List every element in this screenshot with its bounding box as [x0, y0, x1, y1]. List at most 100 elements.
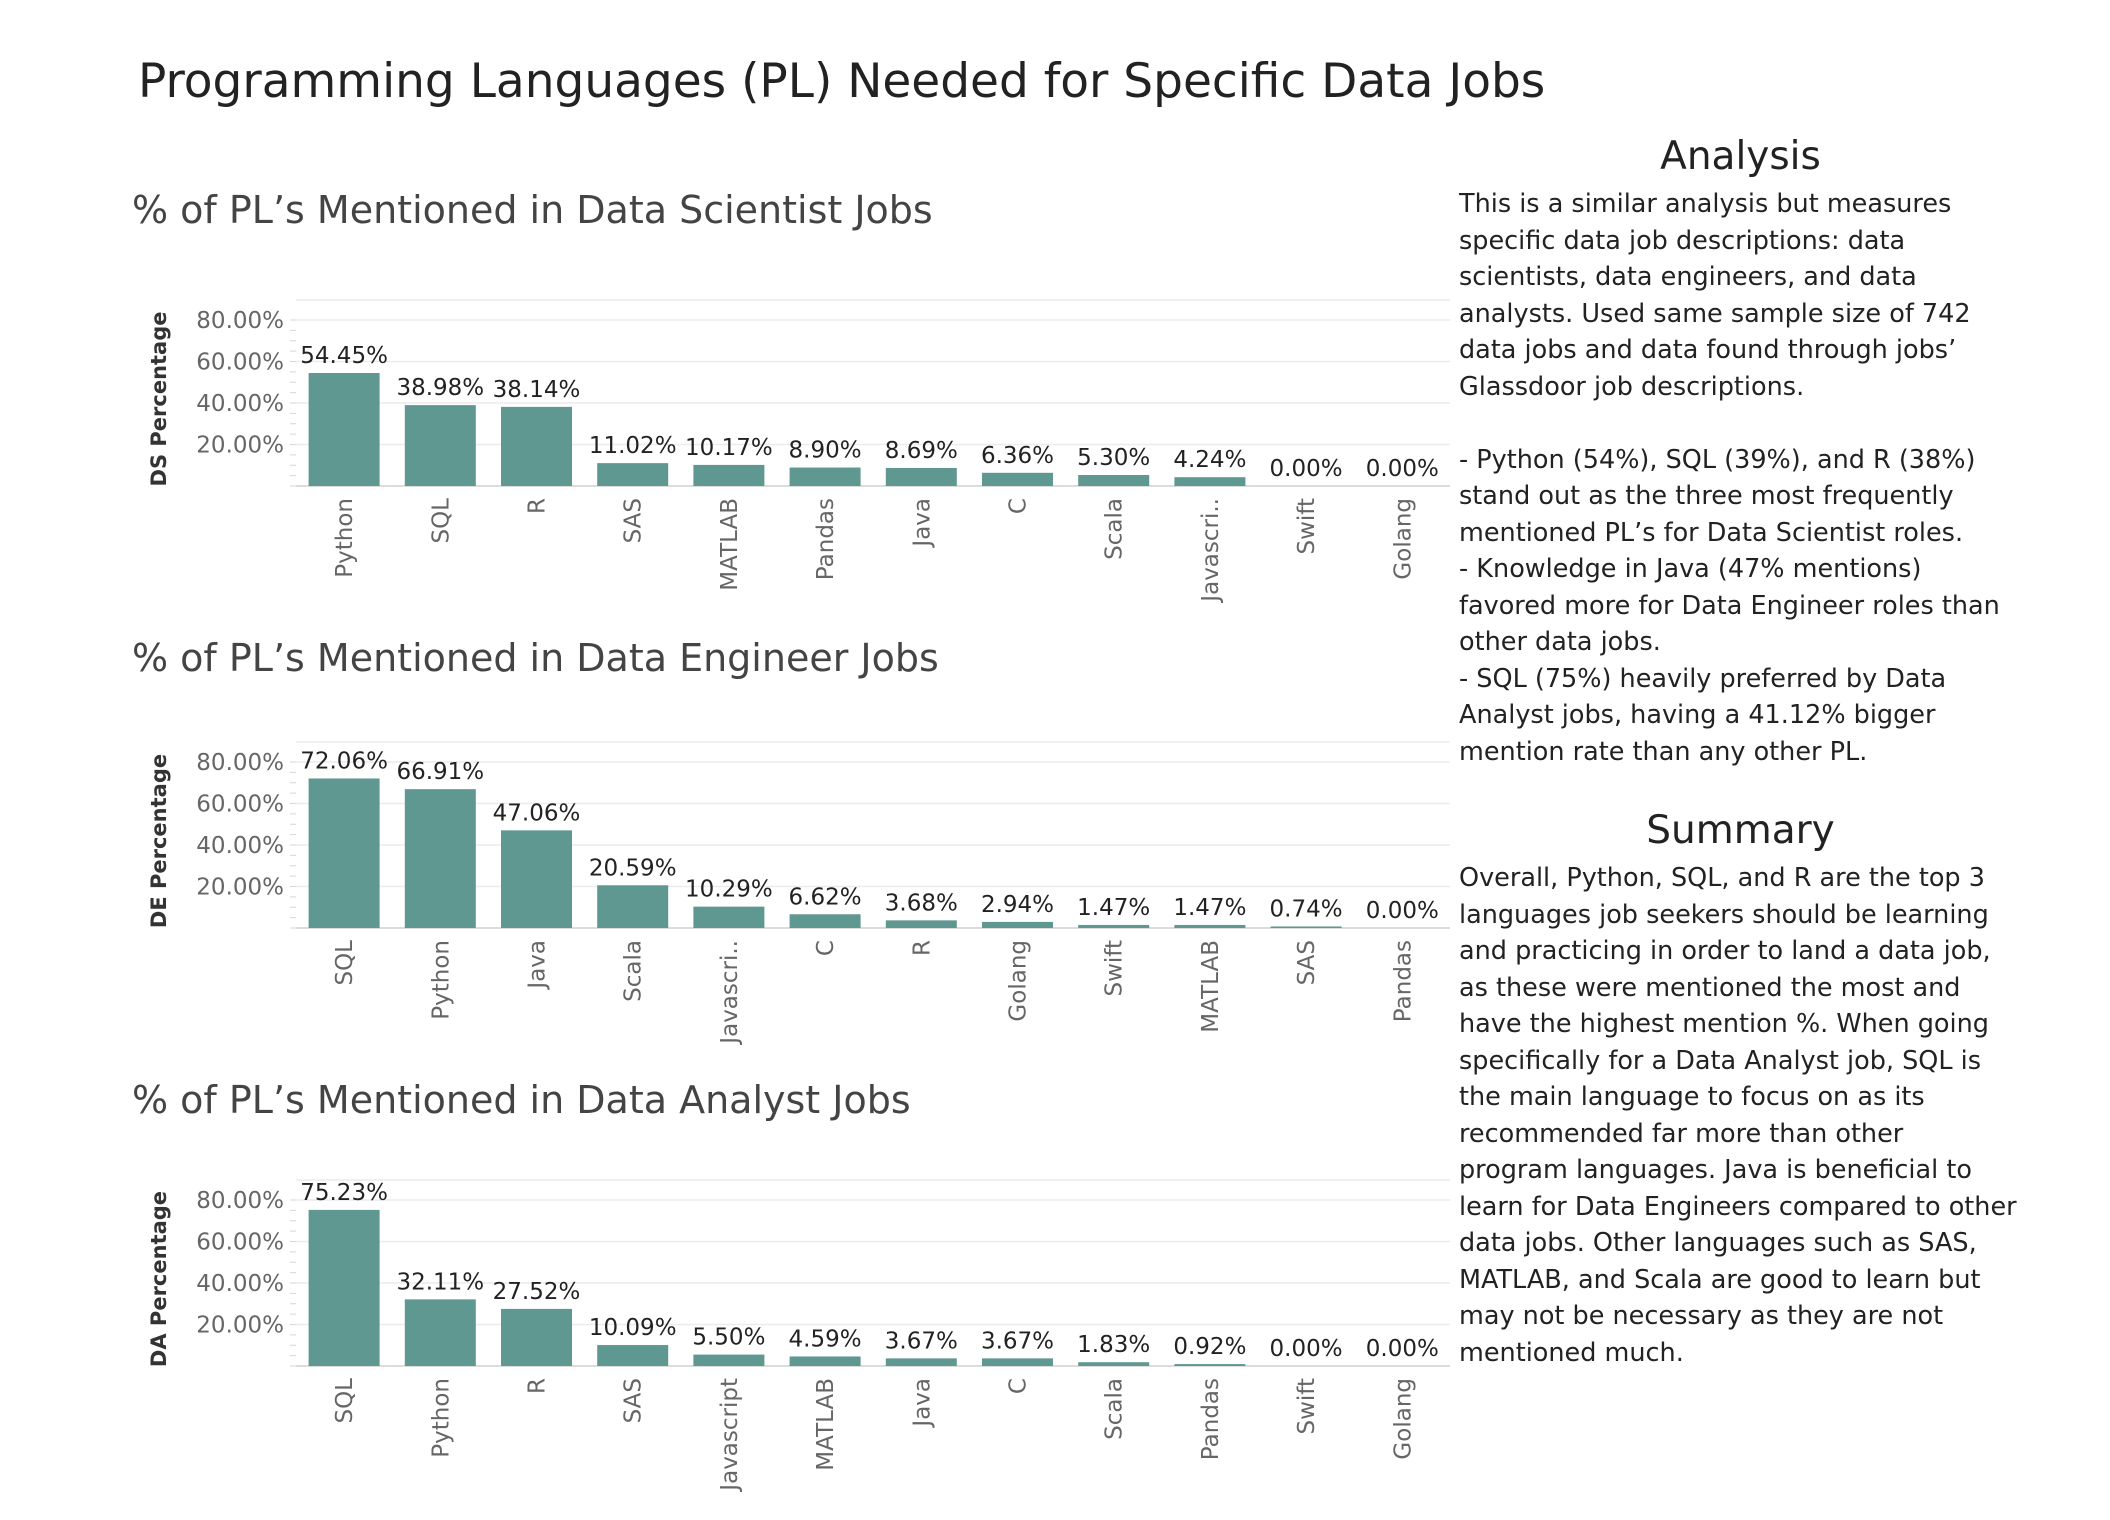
- bar: [693, 1354, 765, 1366]
- x-tick-label: Javascri..: [1198, 498, 1224, 604]
- x-tick-label: SQL: [332, 940, 358, 986]
- x-tick-label: SAS: [621, 498, 647, 543]
- page-title: Programming Languages (PL) Needed for Sp…: [138, 54, 1546, 109]
- bar: [404, 789, 476, 928]
- bar: [982, 1358, 1053, 1366]
- x-tick-label: C: [1006, 498, 1032, 514]
- y-tick-label: 60.00%: [196, 350, 284, 376]
- bar: [501, 1308, 572, 1366]
- chart-title-data-analyst: % of PL’s Mentioned in Data Analyst Jobs: [132, 1078, 911, 1122]
- data-label: 66.91%: [396, 759, 484, 785]
- summary-body: Overall, Python, SQL, and R are the top …: [1459, 863, 2017, 1368]
- bar: [1078, 924, 1150, 928]
- data-label: 0.00%: [1366, 898, 1439, 924]
- data-label: 4.24%: [1173, 447, 1246, 473]
- x-tick-label: Swift: [1294, 1378, 1320, 1435]
- y-tick-label: 40.00%: [196, 391, 284, 417]
- bar: [597, 463, 669, 486]
- bar: [404, 405, 476, 486]
- x-tick-label: Swift: [1294, 498, 1320, 555]
- x-tick-label: MATLAB: [1198, 940, 1224, 1033]
- data-label: 38.14%: [493, 377, 581, 403]
- x-tick-label: SQL: [428, 498, 454, 544]
- x-tick-label: R: [525, 1378, 551, 1394]
- bar: [1078, 475, 1150, 486]
- chart-title-data-scientist: % of PL’s Mentioned in Data Scientist Jo…: [132, 188, 933, 232]
- analysis-point: - Python (54%), SQL (39%), and R (38%) s…: [1459, 444, 1976, 548]
- analysis-text: This is a similar analysis but measures …: [1459, 186, 2019, 770]
- data-label: 1.47%: [1077, 895, 1150, 921]
- data-label: 1.47%: [1173, 895, 1246, 921]
- bar: [693, 906, 765, 928]
- data-label: 32.11%: [396, 1269, 484, 1295]
- bar: [693, 464, 765, 486]
- data-label: 0.00%: [1366, 456, 1439, 482]
- data-label: 20.59%: [589, 855, 677, 881]
- data-label: 8.90%: [789, 438, 862, 464]
- bar: [404, 1299, 476, 1366]
- chart-data-analyst: 20.00% 40.00% 60.00% 80.00% DA Percentage 75.…: [147, 1179, 1450, 1493]
- summary-heading: Summary: [1646, 808, 1835, 853]
- data-label: 4.59%: [789, 1326, 862, 1352]
- bar: [1174, 477, 1246, 486]
- y-tick-label: 60.00%: [196, 792, 284, 818]
- bar: [308, 778, 380, 928]
- data-label: 1.83%: [1077, 1332, 1150, 1358]
- bar: [1174, 1364, 1246, 1366]
- x-tick-label: Javascript: [717, 1378, 743, 1493]
- x-tick-label: Pandas: [813, 498, 839, 580]
- x-tick-label: MATLAB: [813, 1378, 839, 1471]
- data-label: 54.45%: [300, 343, 388, 369]
- summary-text: Overall, Python, SQL, and R are the top …: [1459, 860, 2019, 1371]
- data-label: 3.68%: [885, 890, 958, 916]
- bar: [885, 1358, 957, 1366]
- x-tick-label: Swift: [1102, 940, 1128, 997]
- bar: [1078, 1362, 1150, 1366]
- data-label: 0.74%: [1270, 896, 1343, 922]
- bar: [1174, 924, 1246, 928]
- x-tick-label: Golang: [1006, 940, 1032, 1022]
- x-tick-label: Scala: [1102, 498, 1128, 560]
- bar: [501, 406, 572, 486]
- y-axis-title: DE Percentage: [147, 754, 171, 928]
- analysis-heading: Analysis: [1660, 134, 1821, 179]
- bar: [789, 1356, 861, 1366]
- data-label: 75.23%: [300, 1180, 388, 1206]
- analysis-point: - Knowledge in Java (47% mentions) favor…: [1459, 554, 2000, 657]
- x-tick-label: C: [813, 940, 839, 956]
- chart-data-scientist: 20.00% 40.00% 60.00% 80.00% DS Percentage 54.…: [147, 299, 1450, 604]
- x-tick-label: Python: [428, 1378, 454, 1458]
- data-label: 6.36%: [981, 443, 1054, 469]
- x-tick-label: Python: [428, 940, 454, 1020]
- x-tick-label: SAS: [621, 1378, 647, 1423]
- bar: [1270, 926, 1342, 928]
- data-label: 38.98%: [396, 375, 484, 401]
- x-tick-label: Java: [525, 940, 551, 991]
- x-tick-label: Scala: [621, 940, 647, 1002]
- x-tick-label: Scala: [1102, 1378, 1128, 1440]
- chart-title-data-engineer: % of PL’s Mentioned in Data Engineer Job…: [132, 636, 939, 680]
- data-label: 5.30%: [1077, 445, 1150, 471]
- data-label: 47.06%: [493, 800, 581, 826]
- y-tick-label: 60.00%: [196, 1230, 284, 1256]
- x-tick-label: Golang: [1390, 1378, 1416, 1460]
- data-label: 3.67%: [981, 1328, 1054, 1354]
- y-tick-label: 80.00%: [196, 1188, 284, 1214]
- data-label: 72.06%: [300, 748, 388, 774]
- data-label: 0.00%: [1270, 456, 1343, 482]
- bar: [885, 467, 957, 486]
- x-tick-label: SQL: [332, 1378, 358, 1424]
- data-label: 27.52%: [493, 1279, 581, 1305]
- x-tick-label: Pandas: [1390, 940, 1416, 1022]
- bar: [789, 467, 861, 486]
- x-tick-label: SAS: [1294, 940, 1320, 985]
- y-tick-label: 20.00%: [196, 1313, 284, 1339]
- x-tick-label: Python: [332, 498, 358, 578]
- bar: [982, 472, 1053, 486]
- bar: [308, 373, 380, 486]
- bar: [885, 920, 957, 928]
- data-label: 0.00%: [1366, 1336, 1439, 1362]
- y-tick-label: 40.00%: [196, 833, 284, 859]
- data-label: 2.94%: [981, 892, 1054, 918]
- y-tick-label: 80.00%: [196, 750, 284, 776]
